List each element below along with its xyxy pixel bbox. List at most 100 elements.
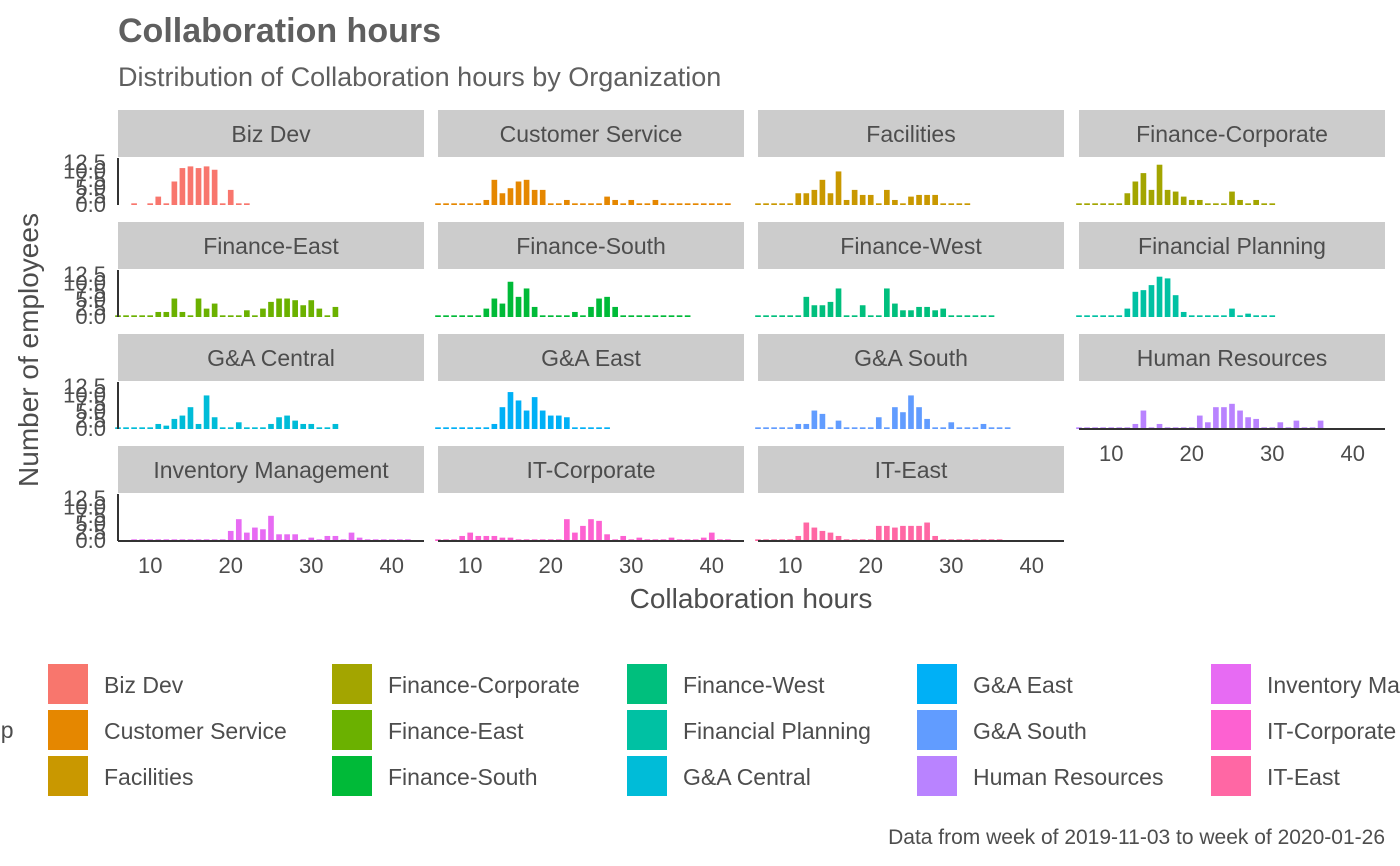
y-tick-label: 7.5 xyxy=(75,279,106,304)
histogram-bar xyxy=(244,427,250,429)
histogram-bar xyxy=(547,203,554,205)
histogram-bar xyxy=(435,539,441,541)
y-tick-label: 12.5 xyxy=(63,374,106,399)
histogram-bar xyxy=(1172,295,1179,317)
histogram-bar xyxy=(316,308,323,317)
histogram-bar xyxy=(908,525,914,541)
facet-strip-label: Biz Dev xyxy=(231,121,311,147)
histogram-bar xyxy=(1269,203,1276,205)
facet-strip-label: Inventory Management xyxy=(153,457,389,483)
histogram-bar xyxy=(1004,427,1011,429)
y-tick-label: 5.0 xyxy=(75,399,106,424)
histogram-bar xyxy=(636,203,643,205)
legend-label: Finance-South xyxy=(388,764,538,790)
histogram-bar xyxy=(203,166,210,205)
histogram-bar xyxy=(908,310,914,317)
histogram-bar xyxy=(1124,193,1131,205)
histogram-bar xyxy=(195,168,202,205)
histogram-bar xyxy=(308,300,315,317)
histogram-bar xyxy=(668,537,675,541)
histogram-bar xyxy=(332,423,339,429)
histogram-bar xyxy=(572,311,578,317)
histogram-bar xyxy=(771,203,777,205)
facet-strip xyxy=(118,334,424,381)
histogram-bar xyxy=(268,515,274,541)
legend-label: Facilities xyxy=(104,764,193,790)
histogram-bar xyxy=(884,288,890,317)
histogram-bar xyxy=(859,305,866,317)
histogram-bar xyxy=(515,296,522,317)
histogram-bar xyxy=(131,427,137,429)
histogram-bar xyxy=(892,303,898,317)
histogram-bar xyxy=(1164,189,1171,205)
histogram-bar xyxy=(276,534,282,541)
histogram-bar xyxy=(827,427,834,429)
histogram-bar xyxy=(779,203,785,205)
histogram-bar xyxy=(1108,315,1115,317)
histogram-bar xyxy=(940,427,947,429)
histogram-bar xyxy=(652,199,659,205)
histogram-bar xyxy=(684,315,691,317)
x-tick-label: 30 xyxy=(1260,441,1284,466)
y-tick-label: 0.0 xyxy=(75,528,106,553)
histogram-bar xyxy=(940,308,947,317)
histogram-bar xyxy=(555,203,562,205)
legend-item-customer-service: Customer Service xyxy=(48,710,287,750)
histogram-bar xyxy=(1156,164,1163,205)
histogram-bar xyxy=(564,315,570,317)
histogram-bar xyxy=(483,199,490,205)
legend-label: Inventory Management xyxy=(1267,672,1400,698)
legend-swatch xyxy=(1211,710,1251,750)
histogram-bar xyxy=(1245,313,1251,317)
histogram-bar xyxy=(811,305,818,317)
histogram-bar xyxy=(163,425,170,429)
facet-strip xyxy=(758,446,1064,493)
histogram-bar xyxy=(819,179,826,205)
histogram-bar xyxy=(564,199,570,205)
histogram-bar xyxy=(996,427,1003,429)
histogram-bar xyxy=(620,535,627,541)
histogram-bar xyxy=(203,308,210,317)
histogram-bar xyxy=(1180,196,1187,205)
histogram-bar xyxy=(972,427,979,429)
histogram-bar xyxy=(300,423,307,429)
histogram-bar xyxy=(1245,417,1251,429)
histogram-bar xyxy=(539,410,546,429)
histogram-bar xyxy=(179,311,186,317)
facet-strip xyxy=(1079,334,1385,381)
histogram-bar xyxy=(539,315,546,317)
histogram-bar xyxy=(924,194,930,205)
histogram-bar xyxy=(123,315,129,317)
histogram-bar xyxy=(1253,315,1259,317)
chart-subtitle: Distribution of Collaboration hours by O… xyxy=(118,62,721,92)
histogram-bar xyxy=(803,522,810,541)
histogram-bar xyxy=(268,301,274,317)
histogram-bar xyxy=(564,519,570,541)
histogram-bar xyxy=(1092,315,1098,317)
histogram-bar xyxy=(924,418,930,429)
facet-biz-dev: Biz Dev 0.02.55.07.510.012.5 xyxy=(63,110,424,217)
histogram-bar xyxy=(1196,415,1203,429)
legend-label: G&A East xyxy=(973,672,1073,698)
legend-swatch xyxy=(332,664,372,704)
x-tick-label: 20 xyxy=(1179,441,1203,466)
legend-label: IT-Corporate xyxy=(1267,718,1396,744)
histogram-bar xyxy=(1132,181,1139,205)
y-tick-label: 7.5 xyxy=(75,167,106,192)
histogram-bar xyxy=(835,535,842,541)
histogram-bar xyxy=(948,203,955,205)
histogram-bar xyxy=(660,315,667,317)
legend-label: Human Resources xyxy=(973,764,1163,790)
histogram-bar xyxy=(1156,276,1163,317)
histogram-bar xyxy=(531,306,538,317)
histogram-bar xyxy=(956,315,963,317)
histogram-bar xyxy=(851,427,858,429)
legend-item-finance-east: Finance-East xyxy=(332,710,524,750)
x-tick-label: 10 xyxy=(778,553,802,578)
histogram-bar xyxy=(1261,203,1268,205)
legend-item-ganda-central: G&A Central xyxy=(627,756,811,796)
histogram-bar xyxy=(916,407,922,429)
histogram-bar xyxy=(1116,203,1123,205)
histogram-bar xyxy=(292,300,298,317)
histogram-bar xyxy=(147,203,154,205)
